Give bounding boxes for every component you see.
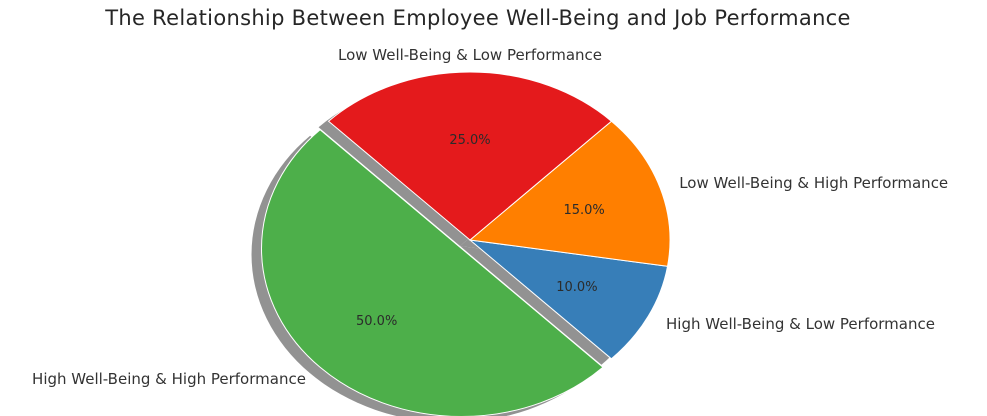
- pie-slice-category-label: High Well-Being & Low Performance: [666, 315, 935, 333]
- pie-slice-percent-label: 15.0%: [563, 203, 604, 218]
- pie-slice-percent-label: 25.0%: [449, 133, 490, 148]
- pie-slice-percent-label: 50.0%: [356, 314, 397, 329]
- pie-slice: [468, 239, 669, 360]
- pie-slice: [327, 71, 613, 241]
- pie-slice-category-label: Low Well-Being & Low Performance: [338, 46, 602, 64]
- pie-slice-percent-label: 10.0%: [556, 280, 597, 295]
- chart-title: The Relationship Between Employee Well-B…: [105, 6, 851, 30]
- pie-label-layer: 50.0% High Well-Being & High Performance 1…: [32, 46, 948, 388]
- pie-slice: [468, 120, 671, 267]
- pie-slice: [261, 129, 604, 416]
- pie-slice-layer: [261, 71, 671, 416]
- pie-slice-category-label: High Well-Being & High Performance: [32, 370, 306, 388]
- pie-slice-category-label: Low Well-Being & High Performance: [679, 174, 948, 192]
